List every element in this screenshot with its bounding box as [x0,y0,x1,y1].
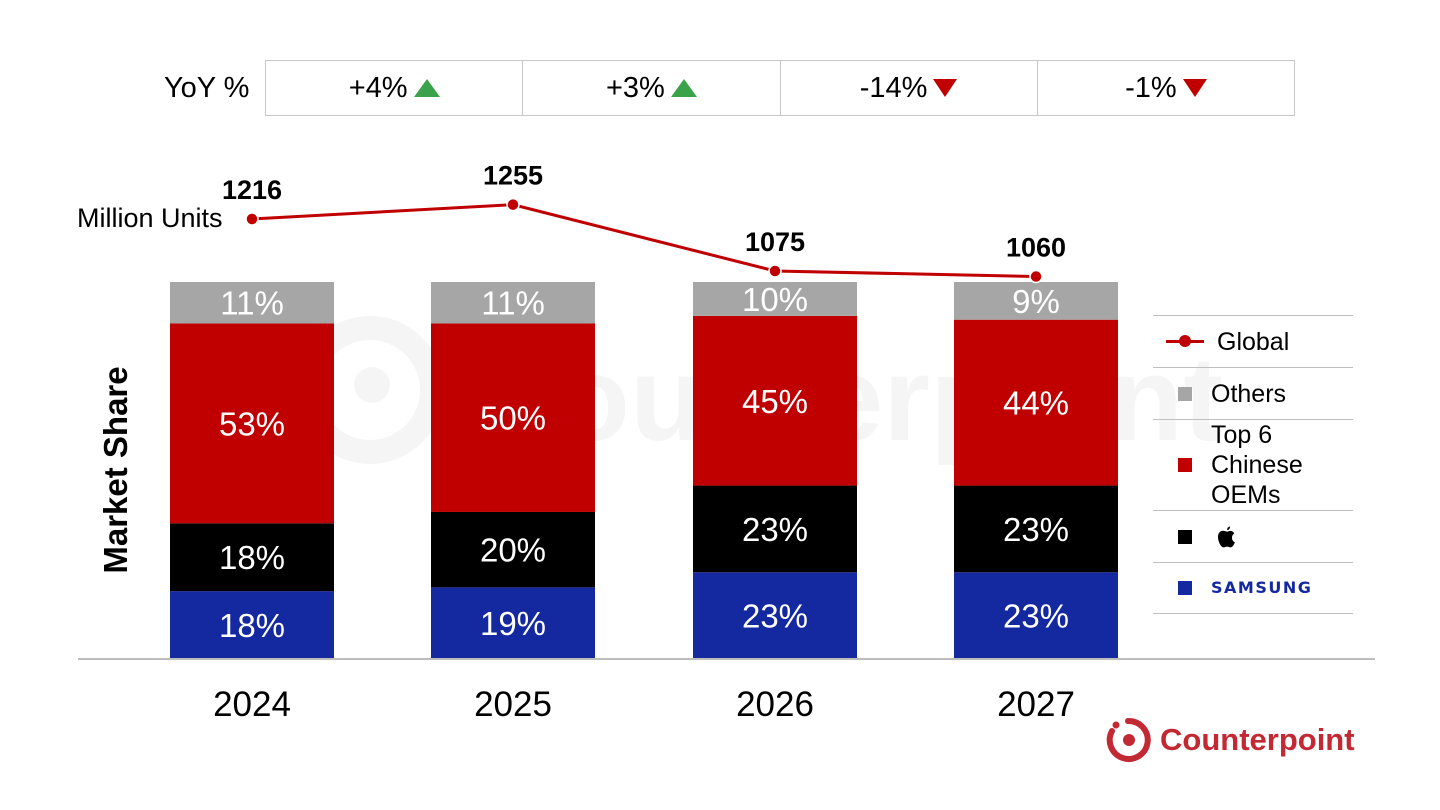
bar-label-chinese-2026: 45% [742,383,808,420]
global-line [251,203,1037,279]
legend-label: Global [1217,327,1290,356]
line-marker-icon [1166,335,1204,347]
yoy-cell-2025: +3% [522,61,779,115]
samsung-logo: SAMSUNG [1211,578,1313,597]
y-axis-label: Market Share [97,366,134,574]
yoy-cell-2026: -14% [779,61,1037,115]
line-series-label: Million Units [77,203,223,233]
yoy-cell-2024: +4% [266,61,522,115]
bar-segment-apple-2024 [170,523,334,592]
gray-swatch-icon [1178,386,1192,401]
line-value-label-2024: 1216 [222,175,282,205]
bar-label-samsung-2024: 18% [219,607,285,644]
bar-label-others-2026: 10% [742,281,808,318]
bar-segment-samsung-2027 [954,572,1118,659]
bar-label-samsung-2026: 23% [742,598,808,635]
yoy-cell-2027: -1% [1036,61,1294,115]
bar-label-samsung-2025: 19% [480,605,546,642]
bar-label-samsung-2027: 23% [1003,598,1069,635]
line-point-2025 [506,197,520,212]
apple-logo-icon [1218,526,1235,547]
brand-name: Counterpoint [1160,722,1355,757]
yoy-value: +4% [348,71,408,104]
x-tick-label-2024: 2024 [213,685,291,724]
line-value-label-2025: 1255 [483,161,543,191]
x-tick-label-2026: 2026 [736,685,814,724]
bar-label-apple-2027: 23% [1003,511,1069,548]
x-tick-label-2027: 2027 [997,685,1075,724]
bar-label-chinese-2025: 50% [480,400,546,437]
bar-segment-chinese-2025 [431,323,595,512]
bar-segment-apple-2027 [954,485,1118,573]
bar-label-apple-2026: 23% [742,511,808,548]
bar-segment-others-2027 [954,282,1118,320]
legend-item-samsung: SAMSUNG [1153,562,1353,614]
down-arrow-icon [1182,79,1207,97]
bar-label-apple-2025: 20% [480,532,546,569]
line-value-label-2026: 1075 [745,227,805,257]
legend-item-global: Global [1153,315,1353,367]
line-point-2027 [1029,269,1043,284]
blue-swatch-icon [1178,581,1192,595]
bar-segment-samsung-2025 [431,587,595,659]
bar-segment-others-2024 [170,282,334,324]
legend-label: Top 6 Chinese OEMs [1211,421,1303,509]
line-point-2026 [768,264,782,278]
x-tick-label-2025: 2025 [474,685,552,724]
bar-segment-apple-2025 [431,511,595,588]
yoy-value: +3% [605,71,665,104]
yoy-value: -1% [1125,71,1177,104]
yoy-label: YoY % [164,72,250,104]
bar-segment-apple-2026 [693,485,857,573]
bar-segment-chinese-2027 [954,319,1118,486]
bar-label-chinese-2027: 44% [1003,385,1069,422]
legend: Global Others Top 6 Chinese OEMs SAMSUNG [1153,315,1353,614]
bar-label-apple-2024: 18% [219,539,285,576]
bar-segment-others-2025 [431,282,595,324]
bar-segment-others-2026 [693,282,857,316]
yoy-value: -14% [859,71,928,104]
bar-segment-samsung-2026 [693,572,857,659]
bar-segment-chinese-2024 [170,323,334,524]
bar-label-others-2025: 11% [481,285,545,322]
bar-label-others-2027: 9% [1012,283,1060,320]
line-value-label-2027: 1060 [1006,233,1066,263]
counterpoint-logo-icon [1106,717,1151,762]
bar-segment-samsung-2024 [170,591,334,659]
counterpoint-brand: Counterpoint [1104,716,1355,764]
up-arrow-icon [413,79,440,97]
line-point-2024 [245,212,259,226]
bar-label-chinese-2024: 53% [219,405,285,442]
red-swatch-icon [1178,458,1192,472]
yoy-row: YoY % +4% +3% -14% -1% [160,60,1295,116]
legend-item-chinese: Top 6 Chinese OEMs [1153,419,1353,510]
legend-item-apple [1153,510,1353,562]
up-arrow-icon [670,79,697,97]
down-arrow-icon [933,79,958,97]
black-swatch-icon [1178,529,1192,544]
yoy-table: +4% +3% -14% -1% [265,60,1295,116]
bar-segment-chinese-2026 [693,315,857,486]
legend-item-others: Others [1153,367,1353,419]
bar-label-others-2024: 11% [220,285,284,322]
legend-label: Others [1211,379,1287,408]
